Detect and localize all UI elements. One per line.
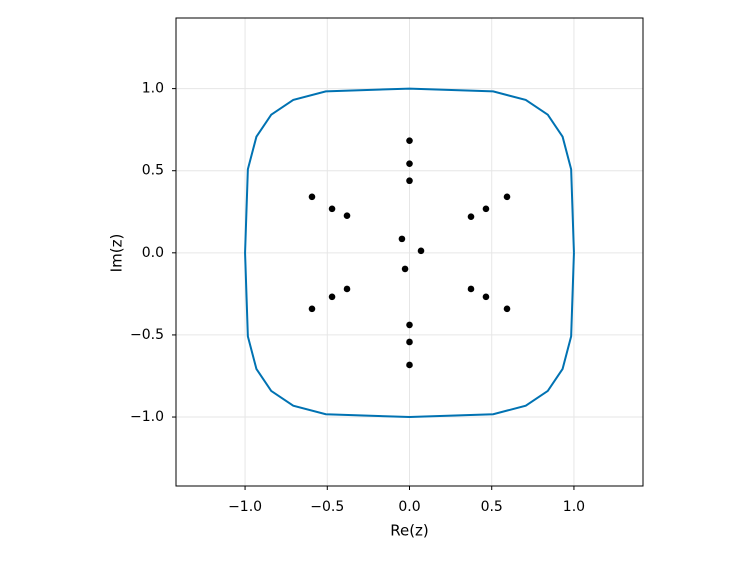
point: [308, 305, 316, 313]
x-tick-label: 0.0: [398, 499, 420, 515]
point: [503, 305, 511, 313]
y-tick-label: −0.5: [130, 327, 164, 343]
point: [503, 193, 511, 201]
x-tick-label: 1.0: [563, 499, 585, 515]
point: [467, 213, 475, 220]
point: [406, 137, 413, 144]
plot-frame: [175, 17, 644, 487]
point: [343, 285, 351, 293]
y-tick-label: 1.0: [142, 81, 164, 97]
point: [406, 338, 413, 346]
x-tick-label: −1.0: [228, 499, 262, 515]
point: [467, 285, 475, 293]
point: [328, 205, 336, 213]
point: [417, 247, 425, 255]
x-tick-label: −0.5: [310, 499, 344, 515]
point: [406, 321, 413, 329]
point: [328, 293, 336, 301]
point: [406, 177, 413, 185]
x-tick-label: 0.5: [481, 499, 503, 515]
point: [406, 361, 413, 369]
point: [482, 205, 490, 213]
point: [343, 212, 351, 220]
y-tick-label: 0.5: [142, 163, 164, 179]
point: [308, 193, 316, 201]
point: [406, 160, 413, 167]
x-axis-label: Re(z): [390, 522, 429, 540]
y-axis-label: Im(z): [108, 234, 126, 273]
point: [398, 235, 406, 243]
curve: [244, 87, 575, 419]
y-tick-label: −1.0: [130, 409, 164, 425]
y-tick-label: 0.0: [142, 245, 164, 261]
point: [482, 293, 490, 301]
point: [401, 265, 409, 273]
